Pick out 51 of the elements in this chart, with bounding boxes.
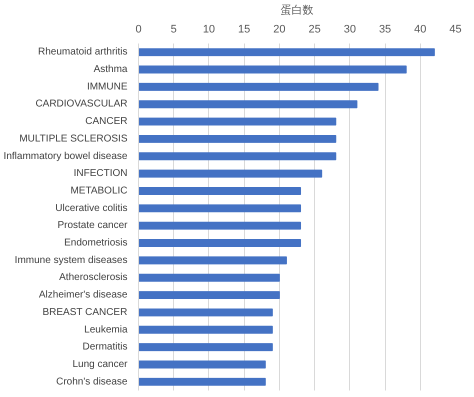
y-tick-label: Dermatitis <box>82 342 128 353</box>
x-tick-label: 25 <box>308 24 321 36</box>
y-tick-label: Endometriosis <box>64 238 128 249</box>
y-tick-label: MULTIPLE SCLEROSIS <box>19 133 128 144</box>
bar <box>138 118 336 126</box>
bar <box>138 152 336 160</box>
bar <box>138 187 302 195</box>
bar <box>138 378 266 386</box>
x-tick-label: 20 <box>273 24 286 36</box>
bar <box>138 256 287 264</box>
bar <box>138 134 336 143</box>
bar <box>138 239 302 247</box>
y-tick-label: Immune system diseases <box>14 254 128 266</box>
y-tick-label: Atherosclerosis <box>59 272 128 284</box>
y-tick-label: Crohn's disease <box>56 376 128 388</box>
bar <box>138 326 273 334</box>
y-tick-label: Leukemia <box>84 324 128 336</box>
y-tick-label: METABOLIC <box>70 185 128 196</box>
x-tick-label: 40 <box>414 24 426 36</box>
y-tick-label: Ulcerative colitis <box>55 202 128 214</box>
x-tick-label: 10 <box>202 24 216 36</box>
bar <box>138 66 407 74</box>
y-tick-label: Inflammatory bowel disease <box>4 150 128 162</box>
bar <box>138 291 280 300</box>
bar <box>138 170 322 178</box>
bar <box>138 308 273 316</box>
y-tick-label: Prostate cancer <box>57 220 128 232</box>
bar <box>138 82 379 91</box>
x-tick-label: 5 <box>170 24 177 36</box>
y-tick-label: IMMUNE <box>86 81 128 92</box>
y-tick-label: CANCER <box>85 116 128 128</box>
bar <box>138 204 302 212</box>
x-tick-label: 15 <box>238 24 250 36</box>
y-tick-label: Alzheimer's disease <box>38 290 128 301</box>
x-tick-label: 0 <box>135 24 142 36</box>
bar <box>138 343 273 352</box>
bar <box>138 360 266 368</box>
y-tick-label: BREAST CANCER <box>42 306 128 318</box>
bar <box>138 222 302 230</box>
y-tick-label: INFECTION <box>74 168 128 180</box>
bar <box>138 48 435 56</box>
x-tick-label: 45 <box>449 24 462 36</box>
y-tick-label: Lung cancer <box>72 358 128 370</box>
y-tick-label: Asthma <box>94 64 128 76</box>
bar <box>138 274 280 282</box>
y-tick-label: Rheumatoid arthritis <box>38 46 128 58</box>
bar <box>138 100 358 108</box>
x-axis-title: 蛋白数 <box>280 4 314 16</box>
x-tick-label: 35 <box>378 24 392 36</box>
y-tick-label: CARDIOVASCULAR <box>35 98 128 110</box>
x-tick-label: 30 <box>344 24 356 36</box>
